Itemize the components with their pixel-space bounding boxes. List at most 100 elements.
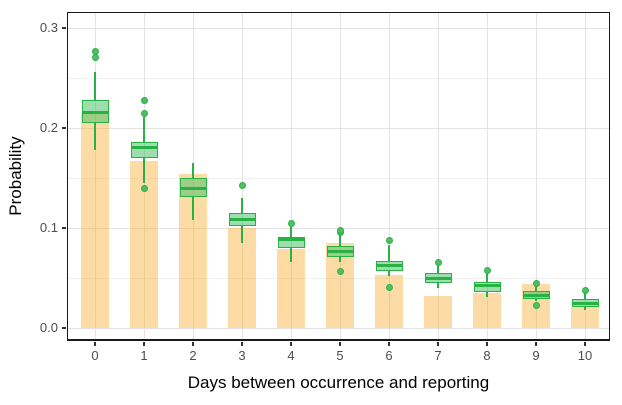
- gridline-major-y: [67, 328, 610, 329]
- probability-bar: [424, 296, 452, 328]
- whisker-lower: [339, 257, 341, 262]
- probability-bar: [375, 275, 403, 328]
- outlier-dot: [385, 236, 393, 244]
- outlier-dot: [140, 109, 148, 117]
- x-axis-title: Days between occurrence and reporting: [187, 373, 490, 392]
- y-tick-mark: [62, 327, 66, 329]
- x-tick-mark: [535, 342, 537, 346]
- x-tick-mark: [437, 342, 439, 346]
- x-tick-mark: [192, 342, 194, 346]
- x-tick-mark: [241, 342, 243, 346]
- outlier-dot: [532, 279, 540, 287]
- median-line: [131, 145, 157, 149]
- gridline-major-x: [388, 12, 390, 341]
- median-line: [376, 263, 402, 267]
- whisker-lower: [584, 307, 586, 310]
- whisker-upper: [94, 72, 96, 100]
- whisker-upper: [143, 117, 145, 142]
- gridline-major-x: [290, 12, 292, 341]
- median-line: [278, 237, 304, 241]
- x-tick-mark: [388, 342, 390, 346]
- whisker-upper: [339, 235, 341, 246]
- whisker-upper: [192, 163, 194, 178]
- outlier-dot: [140, 96, 148, 104]
- whisker-lower: [486, 292, 488, 297]
- y-tick-mark: [62, 227, 66, 229]
- x-tick-label: 1: [140, 348, 148, 363]
- gridline-minor-y: [67, 78, 610, 79]
- median-line: [327, 249, 353, 253]
- x-tick-mark: [290, 342, 292, 346]
- gridline-major-x: [94, 12, 96, 341]
- outlier-dot: [434, 258, 442, 266]
- x-tick-label: 7: [434, 348, 442, 363]
- y-tick-label: 0.0: [39, 320, 58, 335]
- whisker-lower: [535, 299, 537, 301]
- y-tick-label: 0.3: [39, 20, 58, 35]
- x-tick-mark: [584, 342, 586, 346]
- x-tick-label: 3: [238, 348, 246, 363]
- median-line: [82, 110, 108, 114]
- outlier-dot: [581, 286, 589, 294]
- outlier-dot: [287, 219, 295, 227]
- outlier-dot: [91, 53, 99, 61]
- whisker-lower: [94, 123, 96, 150]
- gridline-major-x: [241, 12, 243, 341]
- median-line: [425, 276, 451, 280]
- outlier-dot: [336, 267, 344, 275]
- x-tick-label: 6: [385, 348, 393, 363]
- x-tick-label: 4: [287, 348, 295, 363]
- x-tick-mark: [94, 342, 96, 346]
- x-tick-label: 8: [483, 348, 491, 363]
- y-tick-mark: [62, 27, 66, 29]
- x-tick-label: 9: [532, 348, 540, 363]
- whisker-lower: [388, 271, 390, 276]
- whisker-lower: [192, 197, 194, 220]
- y-tick-label: 0.2: [39, 120, 58, 135]
- gridline-major-x: [535, 12, 537, 341]
- median-line: [523, 293, 549, 297]
- outlier-dot: [483, 266, 491, 274]
- probability-bar: [277, 249, 305, 328]
- whisker-upper: [535, 285, 537, 291]
- probability-bar: [473, 293, 501, 328]
- outlier-dot: [91, 47, 99, 55]
- median-line: [474, 283, 500, 287]
- y-axis-title: Probability: [6, 136, 25, 216]
- plot-panel: [67, 12, 610, 341]
- whisker-lower: [290, 248, 292, 262]
- x-tick-mark: [143, 342, 145, 346]
- whisker-upper: [388, 245, 390, 261]
- gridline-major-x: [584, 12, 586, 341]
- whisker-upper: [584, 293, 586, 299]
- gridline-major-x: [437, 12, 439, 341]
- median-line: [180, 186, 206, 190]
- gridline-major-y: [67, 128, 610, 129]
- gridline-minor-y: [67, 278, 610, 279]
- outlier-dot: [532, 301, 540, 309]
- gridline-major-y: [67, 28, 610, 29]
- median-line: [229, 217, 255, 221]
- x-tick-mark: [486, 342, 488, 346]
- whisker-upper: [486, 273, 488, 282]
- outlier-dot: [385, 283, 393, 291]
- x-tick-label: 2: [189, 348, 197, 363]
- outlier-dot: [238, 181, 246, 189]
- box-iqr: [130, 142, 158, 158]
- whisker-upper: [437, 264, 439, 273]
- whisker-upper: [241, 198, 243, 213]
- x-tick-mark: [339, 342, 341, 346]
- box-iqr: [473, 282, 501, 292]
- y-tick-mark: [62, 127, 66, 129]
- gridline-minor-y: [67, 178, 610, 179]
- gridline-major-x: [486, 12, 488, 341]
- x-tick-label: 10: [577, 348, 593, 363]
- whisker-upper: [290, 227, 292, 237]
- outlier-dot: [140, 184, 148, 192]
- gridline-major-x: [339, 12, 341, 341]
- whisker-lower: [241, 226, 243, 243]
- probability-bar: [571, 307, 599, 328]
- whisker-lower: [143, 158, 145, 183]
- x-tick-label: 5: [336, 348, 344, 363]
